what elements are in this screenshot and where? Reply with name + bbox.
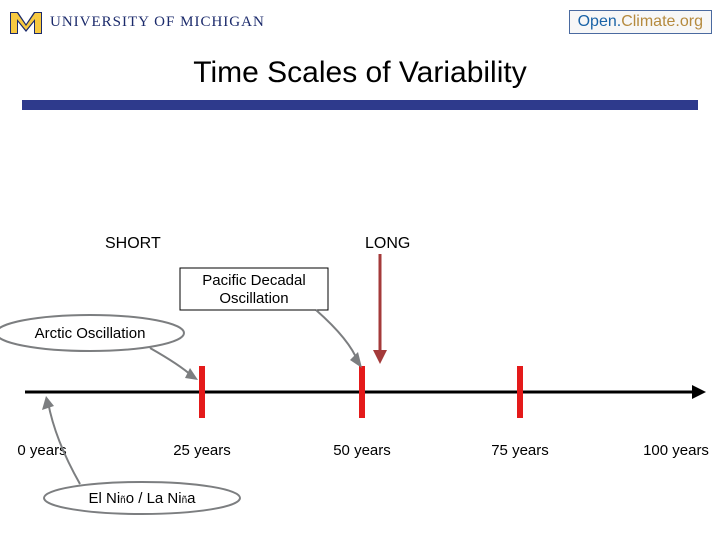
ao-label: Arctic Oscillation <box>35 325 146 342</box>
label-short: SHORT <box>105 235 161 252</box>
timeline-axis <box>25 385 706 399</box>
tick-label-50: 50 years <box>333 442 391 459</box>
label-long: LONG <box>365 235 410 252</box>
tick-label-0: 0 years <box>17 442 66 459</box>
title-bar <box>22 100 698 110</box>
annotation-ao: Arctic Oscillation <box>0 315 198 380</box>
annotation-pdo: Pacific Decadal Oscillation <box>180 268 362 368</box>
pdo-label-line2: Oscillation <box>219 290 288 307</box>
pdo-label-line1: Pacific Decadal <box>202 272 305 289</box>
enso-label: El Niño / La Niña <box>88 490 196 507</box>
long-down-arrow-icon <box>373 254 387 364</box>
tick-label-100: 100 years <box>643 442 709 459</box>
tick-label-25: 25 years <box>173 442 231 459</box>
tick-label-75: 75 years <box>491 442 549 459</box>
diagram-stage: SHORT LONG 0 years 25 years 50 years 75 … <box>0 0 720 540</box>
